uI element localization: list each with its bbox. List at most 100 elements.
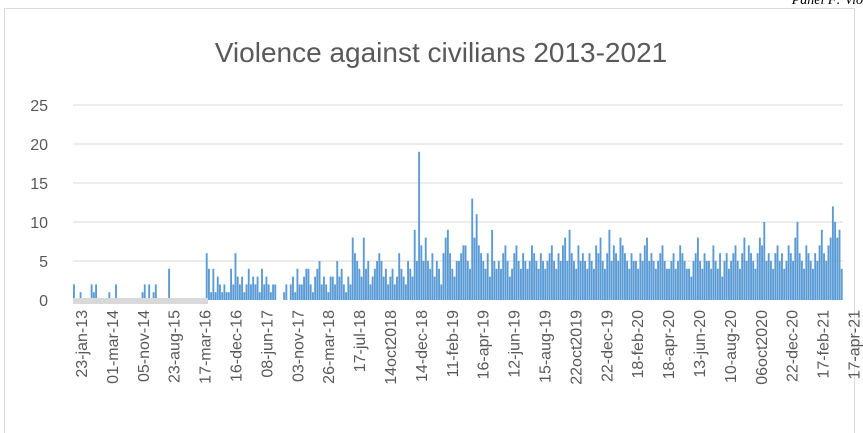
x-tick-label: 23-aug-15 [167,310,184,383]
x-tick-label: 11-feb-19 [445,310,462,377]
x-tick-label: 17-feb-21 [816,310,833,379]
bar [269,292,272,300]
bar [761,245,764,300]
bar [152,292,155,300]
x-tick-label: 01-mar-14 [105,310,122,384]
bar [300,284,303,300]
bar [535,261,538,300]
bar [289,284,292,300]
bar [400,268,403,300]
bar [373,268,376,300]
zero-baseline-band [73,298,208,304]
bar [484,268,487,300]
bar [250,284,252,300]
bar [92,292,95,300]
bar [725,253,728,300]
bar [637,268,640,300]
bar [205,253,208,300]
bar [493,261,496,300]
bar [586,268,589,300]
bar [705,261,708,300]
bar [648,261,651,300]
bar [283,292,286,300]
chart-title: Violence against civilians 2013-2021 [215,37,667,68]
bar [420,245,423,300]
x-tick-label: 14oct2018 [383,310,400,385]
bar [384,268,387,300]
bar [415,261,418,300]
bar [752,261,755,300]
bar [272,284,275,300]
bar [214,292,217,300]
bar [692,261,695,300]
bar [608,229,611,300]
bar [714,261,717,300]
bar [588,253,591,300]
bar [592,268,595,300]
bar [500,268,502,300]
bar [90,284,93,300]
bar [727,268,730,300]
bar [657,261,660,300]
bar [347,276,350,300]
bar [511,268,513,300]
bar [391,268,394,300]
bar [548,253,551,300]
corner-caption: Panel F: Vio [791,0,863,8]
bar [688,268,690,300]
bar [734,245,737,300]
bar [424,237,427,300]
bar [597,253,600,300]
x-tick-label: 22-dec-20 [785,310,802,382]
bar [458,261,460,300]
bar [305,268,308,300]
bar [643,245,646,300]
bar [809,261,812,300]
bar [477,245,480,300]
bar [207,268,210,300]
bars [73,151,843,300]
bar [486,253,489,300]
bar [154,284,157,300]
bar [557,253,560,300]
bar [331,276,334,300]
bar [772,268,775,300]
bar [829,237,832,300]
bar [469,268,471,300]
bar [303,276,305,300]
x-tick-label: 05-nov-14 [136,310,153,382]
bar [393,284,396,300]
bar [743,237,746,300]
bar [513,253,516,300]
bar [274,284,277,300]
bar [750,253,752,300]
bar [805,245,808,300]
bar [798,253,801,300]
bar [376,261,379,300]
chart-frame [4,8,855,433]
bar [820,229,823,300]
bar [504,245,507,300]
y-tick-label: 25 [30,98,48,115]
bar [168,268,171,300]
bar [261,268,263,300]
bar [716,268,719,300]
bar [778,261,781,300]
bar [615,253,617,300]
bar [358,268,361,300]
bar [542,261,544,300]
bar [254,284,257,300]
bar [555,268,558,300]
bar [342,284,345,300]
bar [781,253,783,300]
bar [356,261,359,300]
bar [234,253,237,300]
bar [723,261,726,300]
x-tick-label: 15-aug-19 [538,310,555,383]
bar [617,261,620,300]
bar [553,261,556,300]
bar [404,284,407,300]
bar [690,276,693,300]
bar [95,284,98,300]
